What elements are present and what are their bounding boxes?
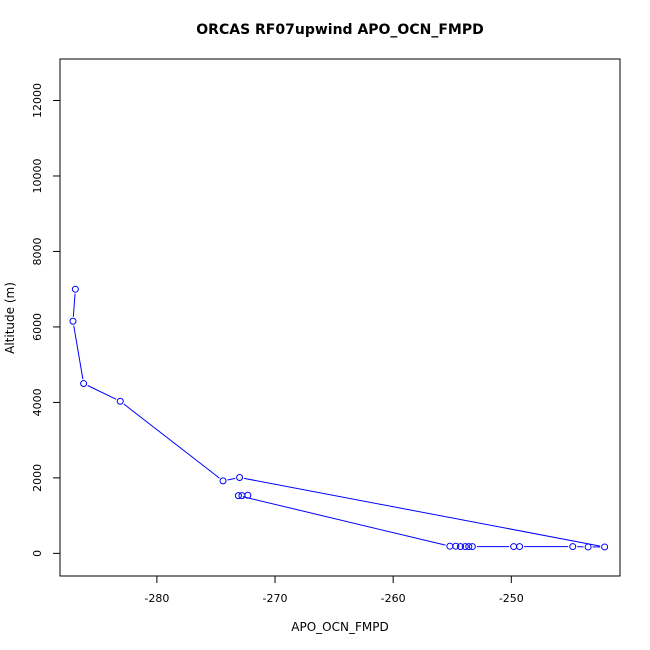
data-point <box>71 285 79 293</box>
data-point <box>219 477 227 485</box>
series-segment <box>243 477 601 547</box>
y-axis: 0 2000 4000 6000 8000 10000 12000 <box>31 83 61 557</box>
series-segment <box>87 385 117 400</box>
x-tick-label: -280 <box>144 592 169 605</box>
y-tick-label: 2000 <box>31 464 44 492</box>
data-point <box>446 542 454 550</box>
data-point <box>468 543 476 551</box>
data-point <box>236 474 244 482</box>
x-axis: -280 -270 -260 -250 <box>144 575 524 605</box>
y-tick-label: 0 <box>31 550 44 557</box>
series-segment <box>242 496 446 546</box>
data-point <box>601 543 609 551</box>
x-tick-label: -270 <box>263 592 288 605</box>
data-point <box>244 491 252 499</box>
series-segment <box>72 293 76 317</box>
data-point <box>234 492 242 500</box>
data-point <box>461 543 469 551</box>
data-point <box>465 543 473 551</box>
y-tick-label: 8000 <box>31 237 44 265</box>
data-point <box>116 397 124 405</box>
plot-area <box>59 58 621 577</box>
series-line <box>72 293 601 548</box>
x-tick-label: -260 <box>381 592 406 605</box>
series-segment <box>123 403 220 479</box>
x-axis-label: APO_OCN_FMPD <box>291 620 388 634</box>
data-point <box>510 543 518 551</box>
series-segment <box>227 477 236 481</box>
data-point <box>69 317 77 325</box>
y-tick-label: 12000 <box>31 83 44 118</box>
y-tick-label: 10000 <box>31 158 44 193</box>
series-segment <box>73 325 84 380</box>
data-point <box>80 380 88 388</box>
data-point <box>584 543 592 551</box>
y-axis-label: Altitude (m) <box>3 282 17 354</box>
data-point <box>569 543 577 551</box>
x-tick-label: -250 <box>499 592 524 605</box>
chart-title: ORCAS RF07upwind APO_OCN_FMPD <box>196 22 483 38</box>
data-point <box>457 543 465 551</box>
data-point <box>238 492 246 500</box>
y-tick-label: 4000 <box>31 388 44 416</box>
data-point <box>516 543 524 551</box>
y-tick-label: 6000 <box>31 313 44 341</box>
series-points <box>69 285 609 551</box>
